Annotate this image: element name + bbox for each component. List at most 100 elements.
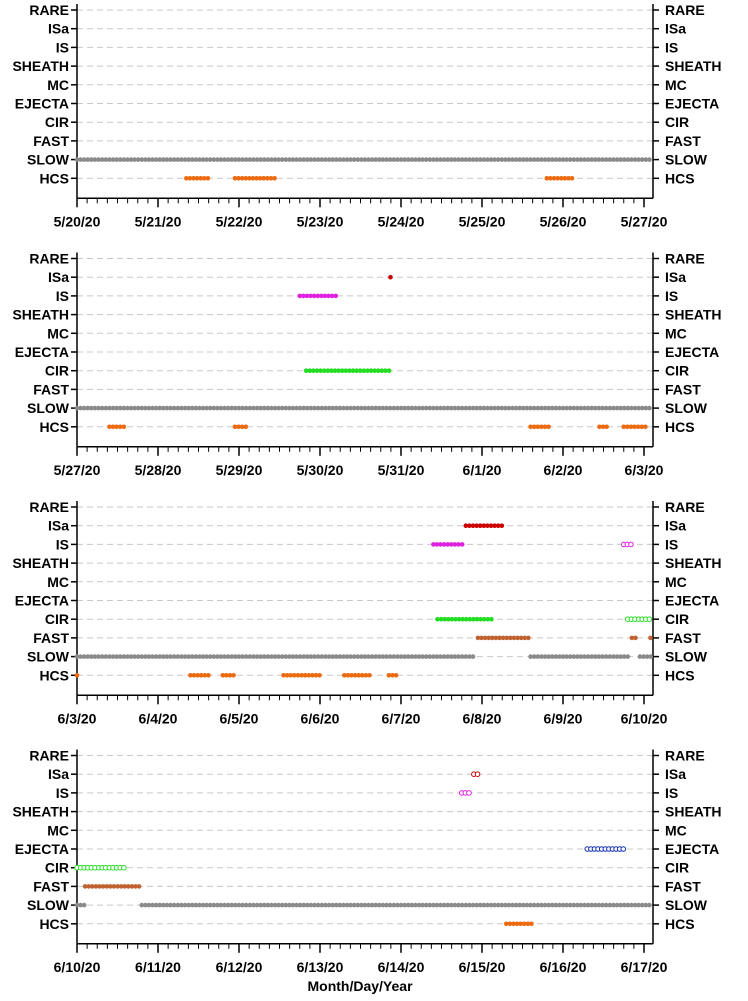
data-point-slow [431,902,436,908]
data-point-slow [474,157,479,162]
data-point-isa [492,523,497,528]
data-point-slow [269,902,274,908]
data-point-slow [506,405,512,411]
data-point-slow [643,902,649,908]
data-point-slow [323,654,328,659]
data-point-is [438,542,443,547]
data-point-slow [542,654,548,659]
data-point-is [304,293,310,299]
data-point-slow [611,405,616,411]
data-point-fast [479,635,484,641]
category-label-right-slow: SLOW [665,152,708,168]
data-point-slow [225,654,231,659]
data-point-slow [441,405,447,411]
data-point-slow [200,654,206,659]
category-label-right-rare: RARE [665,748,705,764]
data-point-slow [337,157,343,162]
data-point-slow [521,902,526,908]
data-point-hcs [597,424,602,430]
data-point-hcs [261,176,267,181]
data-point-slow [207,405,213,411]
data-point-hcs [569,176,575,181]
data-point-slow [395,157,400,162]
data-point-hcs [349,673,354,678]
data-point-hcs [386,673,392,678]
category-label-right-is: IS [665,39,678,55]
data-point-slow [283,902,289,908]
data-point-hcs [317,673,322,678]
data-point-slow [164,405,170,411]
data-point-fast [490,635,495,641]
data-point-slow [344,157,350,162]
data-point-slow [607,405,613,411]
category-label-right-ejecta: EJECTA [665,593,719,609]
category-label-right-isa: ISa [665,766,686,782]
data-point-hcs [191,176,196,181]
category-label-left-fast: FAST [33,878,69,894]
data-point-slow [179,902,184,908]
data-point-hcs [250,176,256,181]
data-point-slow [287,902,292,908]
data-point-slow [571,654,577,659]
category-label-right-ejecta: EJECTA [665,344,719,360]
data-point-hcs [281,673,286,678]
data-point-slow [330,654,335,659]
data-point-slow [542,157,548,162]
data-point-slow [110,405,116,411]
data-point-hcs [390,673,395,678]
data-point-slow [279,654,285,659]
data-point-slow [585,654,591,659]
data-point-hcs [191,673,197,678]
data-point-slow [89,157,94,162]
data-point-slow [644,654,650,659]
data-point-slow [150,157,155,162]
data-point-slow [600,405,605,411]
data-point-slow [287,157,292,162]
data-point-hcs [239,176,245,181]
data-point-slow [143,654,148,659]
data-point-slow [589,902,595,908]
data-point-slow [380,654,386,659]
data-point-slow [153,157,159,162]
data-point-slow [312,157,317,162]
data-point-cir [314,368,320,374]
data-point-slow [506,902,512,908]
data-point-slow [578,902,584,908]
category-label-right-isa: ISa [665,518,686,534]
data-point-fast [648,635,653,641]
data-point-slow [337,654,343,659]
x-tick-label: 5/22/20 [216,213,263,229]
category-label-right-slow: SLOW [665,897,708,913]
category-label-left-slow: SLOW [27,897,70,913]
data-point-slow [578,654,584,659]
data-point-fast [126,884,131,889]
data-point-slow [535,902,541,908]
data-point-slow [614,654,620,659]
x-tick-label: 5/31/20 [378,462,425,478]
data-point-hcs [562,176,568,181]
data-point-slow [427,654,433,659]
data-point-hcs [224,673,229,678]
data-point-slow [157,157,163,162]
data-point-hcs [555,176,560,181]
data-point-slow [99,405,105,411]
data-point-slow [240,157,245,162]
data-point-slow [78,902,83,908]
category-label-right-mc: MC [665,574,687,590]
data-point-slow [276,157,281,162]
data-point-slow [409,157,415,162]
data-point-slow [625,654,631,659]
data-point-slow [143,405,148,411]
category-label-right-hcs: HCS [665,916,695,932]
data-point-slow [215,902,220,908]
x-tick-label: 6/3/20 [58,710,97,726]
data-point-slow [449,405,454,411]
data-point-hcs [239,424,245,430]
data-point-slow [369,405,375,411]
data-point-slow [560,405,566,411]
category-label-right-cir: CIR [665,860,689,876]
category-label-left-sheath: SHEATH [12,58,69,74]
data-point-hcs [525,921,531,927]
data-point-cir [361,368,367,374]
data-point-slow [373,157,379,162]
